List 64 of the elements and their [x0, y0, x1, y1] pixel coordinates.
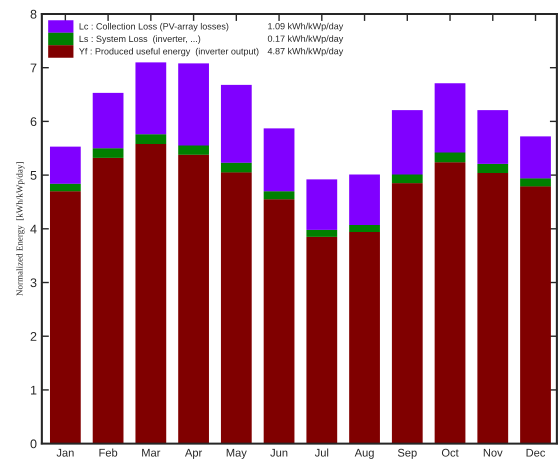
bar: [178, 146, 209, 155]
x-tick-label: Jul: [314, 448, 328, 457]
y-tick-label: 7: [30, 64, 36, 72]
bar: [520, 136, 551, 178]
x-tick-label: May: [226, 448, 247, 459]
bar: [520, 178, 551, 186]
y-tick-label: 3: [30, 278, 36, 288]
annotation: 0.17 kWh/kWp/day: [268, 35, 344, 44]
legend-label: Yf : Produced useful energy (inverter output): [79, 48, 258, 56]
legend-label: Ls : System Loss (inverter, ...): [80, 35, 200, 44]
x-tick-label: Dec: [526, 448, 546, 457]
bar: [306, 230, 338, 237]
bar: [349, 174, 380, 226]
x-tick-label: Oct: [442, 448, 459, 457]
bar: [220, 84, 252, 163]
bar: [264, 199, 294, 444]
x-tick-label: Apr: [184, 448, 202, 459]
x-tick-label: Jun: [270, 448, 288, 457]
x-tick-label: Nov: [484, 448, 503, 457]
y-tick-label: 8: [30, 10, 36, 19]
bar: [434, 152, 466, 162]
bar: [392, 110, 423, 175]
x-tick-label: Sep: [398, 448, 417, 459]
x-tick-label: Jan: [56, 448, 74, 457]
bar: [434, 83, 466, 153]
bar: [92, 92, 124, 148]
bar: [349, 232, 380, 444]
bar: [520, 186, 551, 444]
bar: [92, 148, 124, 158]
x-tick-label: Mar: [142, 448, 160, 457]
bar: [392, 183, 423, 444]
bar: [220, 162, 252, 172]
bar: [220, 172, 252, 444]
y-tick-label: 0: [30, 439, 36, 448]
y-tick-label: 6: [30, 117, 36, 126]
bar: [135, 62, 166, 134]
bar: [135, 134, 166, 144]
y-tick-label: 5: [30, 171, 36, 180]
x-tick-label: Feb: [99, 448, 118, 457]
bar: [50, 146, 81, 184]
bar: [50, 184, 81, 192]
bar: [306, 236, 338, 444]
bar: [477, 164, 508, 173]
annotation: 1.09 kWh/kWp/day: [268, 22, 344, 32]
bar: [306, 179, 338, 230]
bar: [178, 63, 209, 146]
annotation: 4.87 kWh/kWp/day: [268, 48, 344, 56]
bar: [392, 174, 423, 184]
bar: [92, 158, 124, 444]
y-tick-label: 1: [30, 386, 36, 394]
legend-label: Lc : Collection Loss (PV-array losses): [80, 22, 228, 32]
y-axis-title: Normalized Energy [kWh/kWp/day]: [16, 162, 24, 296]
bar: [264, 128, 294, 192]
y-tick-label: 4: [30, 224, 37, 234]
bar: [178, 154, 209, 444]
bar: [50, 191, 81, 444]
bar: [477, 110, 508, 164]
y-tick-label: 2: [30, 332, 36, 341]
bar: [264, 191, 294, 200]
x-tick-label: Aug: [354, 448, 374, 459]
bar: [434, 162, 466, 444]
bar: [135, 144, 166, 444]
bar: [477, 172, 508, 444]
bar: [349, 225, 380, 232]
